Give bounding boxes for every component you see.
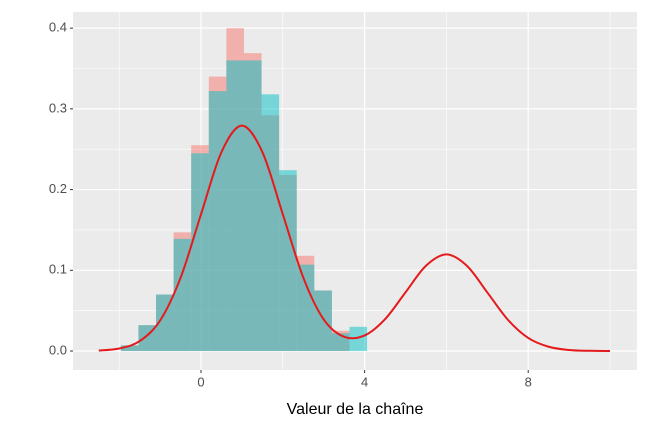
- y-tick-label: 0.2: [49, 181, 67, 196]
- x-axis-label: Valeur de la chaîne: [287, 401, 424, 418]
- x-tick-label: 8: [525, 374, 532, 389]
- x-tick-label: 4: [361, 374, 368, 389]
- x-tick-label: 0: [197, 374, 204, 389]
- histogram-bar: [279, 170, 297, 352]
- histogram-bar: [226, 60, 244, 352]
- histogram-bar: [314, 290, 332, 352]
- y-tick-label: 0.4: [49, 20, 67, 35]
- histogram-bar: [191, 153, 209, 352]
- y-tick-label: 0.3: [49, 100, 67, 115]
- histogram-bar: [243, 60, 262, 352]
- histogram-bar: [208, 91, 227, 352]
- histogram-bar: [296, 264, 315, 352]
- y-tick-label: 0.1: [49, 262, 67, 277]
- histogram-bar: [120, 345, 139, 352]
- histogram-bar: [349, 326, 368, 352]
- density-curve: [98, 124, 611, 353]
- y-tick-label: 0.0: [49, 342, 67, 357]
- histogram-bar: [173, 238, 192, 352]
- histogram-bar: [261, 94, 280, 352]
- histogram-bar: [156, 294, 174, 352]
